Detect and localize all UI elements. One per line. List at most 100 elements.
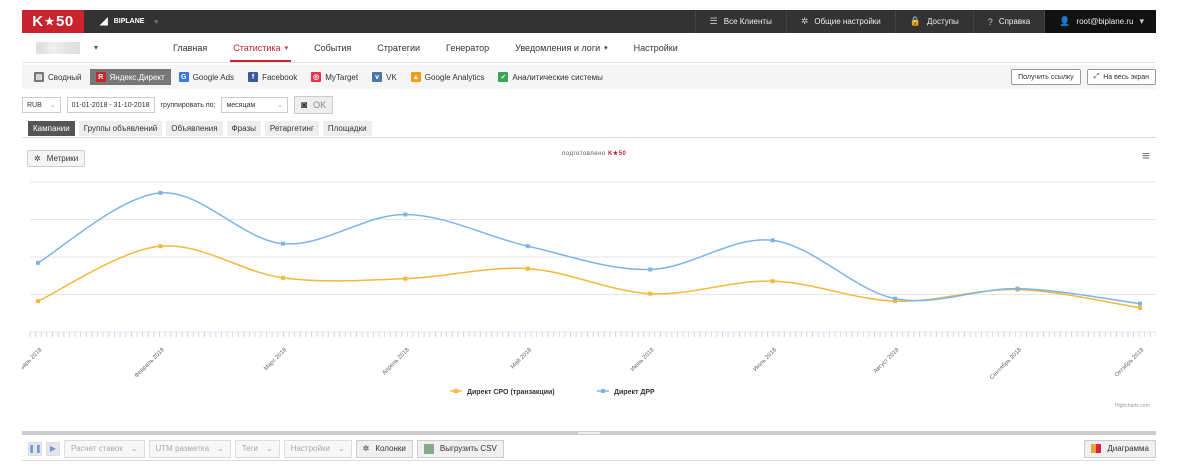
report-tab-1[interactable]: Группы объявлений (78, 121, 163, 136)
source-tab-label: MyTarget (325, 72, 359, 82)
export-csv-button[interactable]: Выгрузить CSV (416, 439, 504, 458)
topbar-item-list[interactable]: ☰ Все Клиенты (694, 10, 786, 33)
nav-link-5[interactable]: Уведомления и логи ▾ (502, 33, 620, 62)
prepared-brand: K★50 (608, 151, 626, 157)
x-axis-label: Январь 2018 (22, 347, 44, 377)
source-tab-mytarget[interactable]: ◎ MyTarget (305, 69, 364, 85)
series-line-0 (37, 245, 1141, 309)
x-axis-label: Октябрь 2018 (1114, 347, 1146, 379)
data-point (770, 238, 775, 243)
facebook-icon: f (248, 72, 259, 82)
prepared-brand-k: K (607, 151, 613, 157)
nav-link-label: Главная (173, 42, 208, 53)
bottom-select-3[interactable]: Настройки ⌄ (283, 439, 352, 458)
topbar-item-help[interactable]: ? Справка (972, 10, 1044, 33)
legend-item: Директ CPO (транзакции) (467, 389, 555, 396)
bottom-select-1[interactable]: UTM разметка ⌄ (148, 439, 231, 458)
currency-select[interactable]: RUB ⌄ (22, 97, 61, 113)
x-axis-label: Май 2018 (509, 346, 533, 370)
line-chart: Январь 2018 Февраль 2018 Март 2018 Апрель 2… (22, 181, 1156, 396)
report-tab-5[interactable]: Площадки (322, 121, 372, 136)
lock-icon: 🔒 (909, 16, 921, 26)
source-tab-label: Яндекс.Директ (109, 72, 165, 82)
project-switcher[interactable]: ◢ BIPLANE ▾ (84, 10, 172, 33)
k50-logo[interactable]: K ★ 50 (22, 10, 84, 33)
prepared-by-label: подготовлено K★50 (562, 150, 626, 157)
nav-link-label: Генератор (446, 42, 490, 53)
chart-credits[interactable]: Highcharts.com (1115, 403, 1150, 409)
expand-icon: ⤢ (1093, 73, 1100, 80)
data-point (893, 296, 898, 301)
logo-text-k: K (32, 13, 44, 30)
source-tab-analytics-systems[interactable]: ✓ Аналитические системы (492, 69, 608, 85)
report-tabs: Кампании Группы объявлений Объявления Фразы… (22, 120, 1156, 138)
play-icon[interactable]: ▶ (46, 441, 60, 456)
x-axis-label: Июль 2018 (752, 347, 778, 373)
topbar-item-gear[interactable]: ✲ Общие настройки (785, 10, 895, 33)
vk-icon: v (372, 72, 383, 82)
x-axis-label: Март 2018 (263, 347, 288, 372)
user-menu[interactable]: 👤 root@biplane.ru ▾ (1044, 10, 1156, 33)
ok-button[interactable]: ◙ OK (294, 96, 334, 114)
resize-handle[interactable] (22, 431, 1156, 435)
bottom-select-label: Настройки (290, 444, 330, 453)
chart-menu-icon[interactable]: ≡ (1142, 148, 1150, 163)
pause-icon[interactable]: ❚❚ (28, 441, 42, 456)
report-tab-3[interactable]: Фразы (226, 121, 261, 136)
source-tab-google-ads[interactable]: G Google Ads (173, 69, 240, 85)
group-by-select[interactable]: месяцам ⌄ (221, 97, 289, 113)
google-ads-icon: G (178, 72, 189, 82)
source-tab-vk[interactable]: v VK (366, 69, 403, 85)
legend-marker (601, 389, 605, 393)
group-by-label: группировать по: (160, 101, 216, 109)
nav-link-3[interactable]: Стратегии (364, 33, 433, 62)
project-name: BIPLANE (113, 18, 145, 25)
caret-down-icon: ▾ (604, 44, 608, 52)
source-tab-summary[interactable]: ▤ Сводный (28, 69, 88, 85)
nav-link-4[interactable]: Генератор (433, 33, 502, 62)
top-navbar: K ★ 50 ◢ BIPLANE ▾ ☰ Все Клиенты ✲ Общие наст… (22, 10, 1156, 33)
nav-link-label: События (314, 42, 352, 53)
columns-label: Колонки (375, 444, 406, 453)
data-point (1138, 301, 1142, 306)
gear-icon: ✲ (800, 16, 809, 26)
columns-button[interactable]: ✲ Колонки (355, 439, 413, 458)
report-tab-2[interactable]: Объявления (166, 121, 223, 136)
resize-grip[interactable] (578, 432, 600, 434)
metrics-button[interactable]: ✲ Метрики (27, 150, 86, 167)
export-csv-label: Выгрузить CSV (439, 444, 497, 453)
date-range-value: 01-01-2018 - 31-10-2018 (71, 101, 150, 109)
nav-link-1[interactable]: Статистика ▾ (220, 33, 301, 62)
nav-link-2[interactable]: События (301, 33, 364, 62)
bottom-select-0[interactable]: Расчет ставок ⌄ (64, 439, 145, 458)
nav-link-label: Стратегии (377, 42, 421, 53)
nav-link-0[interactable]: Главная (160, 33, 220, 62)
report-tab-0[interactable]: Кампании (28, 121, 75, 136)
source-tab-google-analytics[interactable]: ▲ Google Analytics (405, 69, 491, 85)
topbar-spacer (172, 10, 695, 33)
data-point (403, 212, 408, 217)
report-tab-4[interactable]: Ретаргетинг (264, 121, 319, 136)
data-point (648, 267, 653, 272)
source-tab-label: Аналитические системы (512, 72, 603, 82)
fullscreen-button[interactable]: ⤢ На весь экран (1086, 69, 1156, 85)
bottom-select-label: UTM разметка (155, 444, 210, 453)
bottom-select-2[interactable]: Теги ⌄ (234, 439, 280, 458)
summary-icon: ▤ (34, 72, 44, 82)
date-range-input[interactable]: 01-01-2018 - 31-10-2018 (66, 97, 155, 113)
source-tabs: ▤ Сводный Я Яндекс.Директ G Google Ads f Facebo… (22, 65, 1156, 89)
diagram-button[interactable]: Диаграмма (1084, 439, 1156, 458)
nav-link-6[interactable]: Настройки (621, 33, 691, 62)
data-point (158, 190, 163, 195)
chevron-down-icon[interactable]: ▾ (94, 43, 99, 52)
account-selector-blurred[interactable] (36, 41, 80, 54)
source-tab-facebook[interactable]: f Facebook (242, 69, 303, 85)
gear-icon: ✲ (362, 444, 370, 453)
metrics-label: Метрики (46, 154, 79, 163)
chevron-down-icon: ⌄ (49, 102, 56, 109)
source-tab-yandex[interactable]: Я Яндекс.Директ (89, 69, 171, 85)
data-point (1015, 286, 1020, 291)
get-link-button[interactable]: Получить ссылку (1011, 69, 1081, 85)
data-point (1138, 305, 1142, 310)
topbar-item-lock[interactable]: 🔒 Доступы (894, 10, 973, 33)
